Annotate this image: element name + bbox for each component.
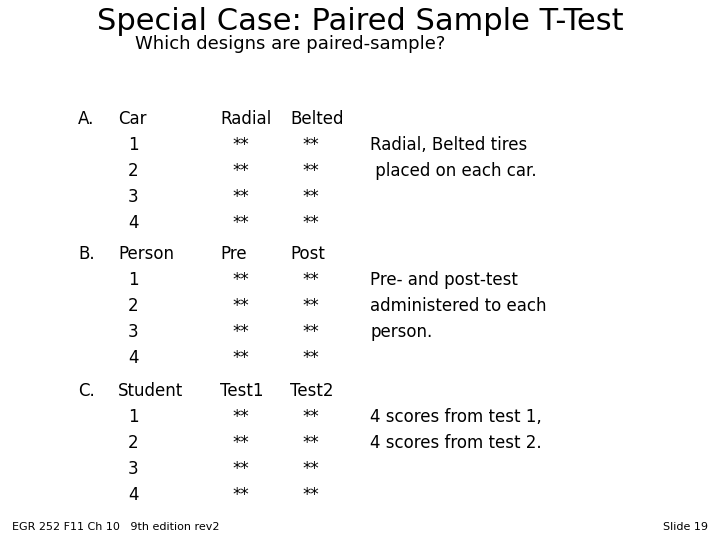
Text: Car: Car — [118, 110, 146, 128]
Text: **: ** — [302, 434, 319, 452]
Text: 1: 1 — [128, 408, 139, 426]
Text: Test2: Test2 — [290, 382, 333, 400]
Text: **: ** — [232, 271, 248, 289]
Text: Post: Post — [290, 245, 325, 263]
Text: **: ** — [302, 297, 319, 315]
Text: Person: Person — [118, 245, 174, 263]
Text: 1: 1 — [128, 136, 139, 154]
Text: Test1: Test1 — [220, 382, 264, 400]
Text: 4: 4 — [128, 349, 138, 367]
Text: **: ** — [232, 188, 248, 206]
Text: **: ** — [302, 408, 319, 426]
Text: **: ** — [232, 486, 248, 504]
Text: **: ** — [232, 460, 248, 478]
Text: **: ** — [302, 162, 319, 180]
Text: **: ** — [232, 323, 248, 341]
Text: person.: person. — [370, 323, 432, 341]
Text: Pre: Pre — [220, 245, 247, 263]
Text: 3: 3 — [128, 188, 139, 206]
Text: Which designs are paired-sample?: Which designs are paired-sample? — [135, 35, 445, 53]
Text: 1: 1 — [128, 271, 139, 289]
Text: **: ** — [302, 214, 319, 232]
Text: B.: B. — [78, 245, 94, 263]
Text: **: ** — [232, 214, 248, 232]
Text: 2: 2 — [128, 297, 139, 315]
Text: **: ** — [302, 349, 319, 367]
Text: **: ** — [232, 434, 248, 452]
Text: C.: C. — [78, 382, 95, 400]
Text: Special Case: Paired Sample T-Test: Special Case: Paired Sample T-Test — [96, 7, 624, 36]
Text: 4 scores from test 1,: 4 scores from test 1, — [370, 408, 541, 426]
Text: placed on each car.: placed on each car. — [370, 162, 536, 180]
Text: Student: Student — [118, 382, 184, 400]
Text: Radial, Belted tires: Radial, Belted tires — [370, 136, 527, 154]
Text: Slide 19: Slide 19 — [663, 522, 708, 532]
Text: **: ** — [232, 136, 248, 154]
Text: **: ** — [232, 349, 248, 367]
Text: 4: 4 — [128, 214, 138, 232]
Text: administered to each: administered to each — [370, 297, 546, 315]
Text: **: ** — [302, 486, 319, 504]
Text: **: ** — [302, 271, 319, 289]
Text: **: ** — [302, 460, 319, 478]
Text: **: ** — [302, 136, 319, 154]
Text: **: ** — [232, 408, 248, 426]
Text: **: ** — [302, 188, 319, 206]
Text: **: ** — [302, 323, 319, 341]
Text: 2: 2 — [128, 162, 139, 180]
Text: 4: 4 — [128, 486, 138, 504]
Text: Radial: Radial — [220, 110, 271, 128]
Text: Belted: Belted — [290, 110, 343, 128]
Text: **: ** — [232, 162, 248, 180]
Text: 4 scores from test 2.: 4 scores from test 2. — [370, 434, 541, 452]
Text: Pre- and post-test: Pre- and post-test — [370, 271, 518, 289]
Text: A.: A. — [78, 110, 94, 128]
Text: 3: 3 — [128, 323, 139, 341]
Text: EGR 252 F11 Ch 10   9th edition rev2: EGR 252 F11 Ch 10 9th edition rev2 — [12, 522, 220, 532]
Text: 2: 2 — [128, 434, 139, 452]
Text: **: ** — [232, 297, 248, 315]
Text: 3: 3 — [128, 460, 139, 478]
